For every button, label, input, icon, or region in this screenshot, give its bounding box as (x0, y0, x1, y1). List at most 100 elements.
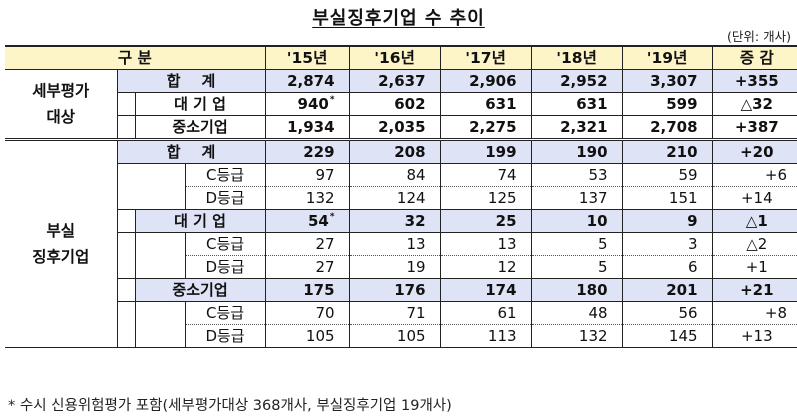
cell: 13 (348, 232, 441, 256)
header-year-16: '16년 (348, 45, 441, 70)
table-row: C등급 97 84 74 53 59 +6 (5, 163, 797, 187)
header-year-18: '18년 (530, 45, 623, 70)
table-row: 중소기업 175 176 174 180 201 +21 (5, 278, 797, 302)
cell-value: 54 (307, 212, 329, 230)
table-row: C등급 70 71 61 48 56 +8 (5, 301, 797, 325)
indent-spacer (116, 301, 135, 325)
cell: 2,275 (439, 115, 532, 140)
indent-spacer (116, 278, 135, 302)
cell: 199 (439, 139, 532, 164)
cell: 190 (530, 139, 623, 164)
cell: 2,906 (439, 69, 532, 93)
cell: 54* (264, 209, 350, 233)
trend-table: 구 분 '15년 '16년 '17년 '18년 '19년 증 감 세부평가 대상… (5, 45, 797, 348)
row-label-c-grade: C등급 (184, 232, 266, 256)
cell: 9 (621, 209, 713, 233)
cell: 631 (439, 92, 532, 116)
cell-change: △32 (711, 92, 797, 116)
row-label-d-grade: D등급 (184, 255, 266, 279)
cell: 56 (621, 301, 713, 325)
cell: 137 (530, 186, 623, 210)
cell: 97 (264, 163, 350, 187)
row-label-c-grade: C등급 (184, 301, 266, 325)
table-row: D등급 105 105 113 132 145 +13 (5, 324, 797, 348)
table-row: 세부평가 대상 합 계 2,874 2,637 2,906 2,952 3,30… (5, 69, 797, 141)
footnote-mark: * (329, 212, 335, 222)
indent-spacer (116, 92, 135, 116)
table-row: 부실 징후기업 합 계 229 208 199 190 210 +20 (5, 139, 797, 348)
cell-change: +21 (711, 278, 797, 302)
cell: 175 (264, 278, 350, 302)
cell: 631 (530, 92, 623, 116)
cell: 48 (530, 301, 623, 325)
footnote-mark: * (329, 95, 335, 105)
row-label-large: 대 기 업 (134, 92, 266, 116)
cell: 602 (348, 92, 441, 116)
cell: 61 (439, 301, 532, 325)
table-row: 대 기 업 54* 32 25 10 9 △1 (5, 209, 797, 233)
cell: 2,035 (348, 115, 441, 140)
cell: 229 (264, 139, 350, 164)
indent-spacer (116, 209, 135, 233)
cell: 210 (621, 139, 713, 164)
header-category: 구 분 (5, 45, 266, 70)
table-row: C등급 27 13 13 5 3 △2 (5, 232, 797, 256)
cell: 5 (530, 255, 623, 279)
cell: 84 (348, 163, 441, 187)
row-label-sme: 중소기업 (134, 115, 266, 140)
cell: 59 (621, 163, 713, 187)
group-label-line2: 징후기업 (32, 248, 90, 266)
table-row: 중소기업 1,934 2,035 2,275 2,321 2,708 +387 (5, 115, 797, 140)
table-row: D등급 132 124 125 137 151 +14 (5, 186, 797, 210)
indent-spacer (116, 186, 185, 210)
cell: 125 (439, 186, 532, 210)
cell: 6 (621, 255, 713, 279)
cell: 2,321 (530, 115, 623, 140)
group-label-line2: 대상 (46, 108, 76, 126)
header-change: 증 감 (711, 45, 797, 70)
cell: 32 (348, 209, 441, 233)
cell-change: +6 (711, 163, 797, 187)
cell: 105 (264, 324, 350, 348)
cell: 180 (530, 278, 623, 302)
header-year-17: '17년 (439, 45, 532, 70)
cell: 145 (621, 324, 713, 348)
indent-spacer (116, 324, 135, 348)
cell: 124 (348, 186, 441, 210)
row-label-total: 합 계 (116, 69, 266, 93)
header-year-15: '15년 (264, 45, 350, 70)
unit-label: (단위: 개사) (727, 29, 791, 44)
cell-change: +387 (711, 115, 797, 140)
page-title: 부실징후기업 수 추이 (0, 4, 797, 30)
row-label-c-grade: C등급 (184, 163, 266, 187)
table-row: D등급 27 19 12 5 6 +1 (5, 255, 797, 279)
cell: 53 (530, 163, 623, 187)
cell: 3 (621, 232, 713, 256)
row-label-d-grade: D등급 (184, 186, 266, 210)
cell: 201 (621, 278, 713, 302)
row-label-sme: 중소기업 (134, 278, 266, 302)
title-text: 부실징후기업 수 추이 (312, 8, 485, 29)
cell: 113 (439, 324, 532, 348)
cell: 599 (621, 92, 713, 116)
row-label-total: 합 계 (116, 139, 266, 164)
cell-change: +1 (711, 255, 797, 279)
indent-spacer (134, 324, 185, 348)
indent-spacer (134, 232, 185, 256)
cell: 12 (439, 255, 532, 279)
cell: 2,952 (530, 69, 623, 93)
cell: 13 (439, 232, 532, 256)
group-label-line1: 부실 (46, 222, 76, 240)
cell: 208 (348, 139, 441, 164)
cell: 132 (264, 186, 350, 210)
cell: 27 (264, 232, 350, 256)
indent-spacer (134, 301, 185, 325)
table-row: 대 기 업 940* 602 631 631 599 △32 (5, 92, 797, 116)
cell: 27 (264, 255, 350, 279)
indent-spacer (116, 255, 135, 279)
cell-change: +20 (711, 139, 797, 164)
cell: 940* (264, 92, 350, 116)
row-label-large: 대 기 업 (134, 209, 266, 233)
cell: 176 (348, 278, 441, 302)
indent-spacer (116, 163, 185, 187)
